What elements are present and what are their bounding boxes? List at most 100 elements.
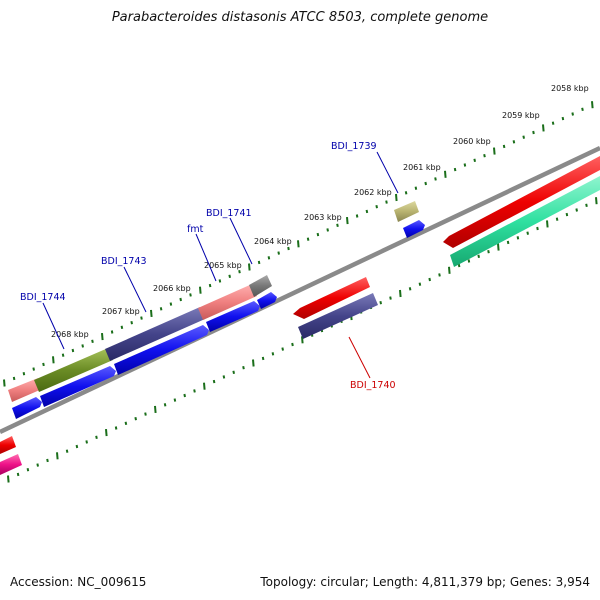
gene-arrow[interactable] bbox=[293, 277, 370, 319]
gene-arrow[interactable] bbox=[12, 397, 42, 419]
minor-tick bbox=[424, 181, 427, 186]
top-strand-genes bbox=[0, 201, 425, 475]
gene-label-bdi1743[interactable]: BDI_1743 bbox=[101, 256, 147, 267]
minor-tick bbox=[12, 376, 16, 381]
minor-tick bbox=[46, 458, 49, 463]
major-tick bbox=[346, 217, 349, 225]
gene-arrow[interactable] bbox=[298, 293, 378, 339]
minor-tick bbox=[453, 167, 457, 172]
gene-arrow[interactable] bbox=[450, 176, 600, 267]
leader-line bbox=[376, 151, 399, 194]
kbp-label: 2068 kbp bbox=[51, 330, 89, 339]
minor-tick bbox=[212, 379, 216, 384]
minor-tick bbox=[124, 421, 128, 425]
minor-tick bbox=[144, 412, 147, 416]
minor-tick bbox=[95, 435, 98, 439]
minor-tick bbox=[306, 237, 310, 241]
minor-tick bbox=[428, 277, 431, 282]
minor-tick bbox=[120, 325, 124, 329]
gene-label-bdi1744[interactable]: BDI_1744 bbox=[20, 292, 66, 303]
kbp-label: 2059 kbp bbox=[502, 111, 540, 120]
gene-arrow[interactable] bbox=[114, 325, 209, 375]
gene-arrow[interactable] bbox=[249, 275, 272, 297]
major-tick bbox=[595, 197, 598, 205]
major-tick bbox=[7, 475, 10, 483]
minor-tick bbox=[326, 228, 329, 232]
major-tick bbox=[493, 147, 496, 155]
gene-arrow[interactable] bbox=[0, 454, 22, 475]
major-tick bbox=[395, 193, 398, 202]
gene-label-fmt[interactable]: fmt bbox=[187, 224, 204, 235]
minor-tick bbox=[581, 107, 584, 111]
minor-tick bbox=[467, 259, 471, 263]
minor-tick bbox=[222, 375, 226, 379]
minor-tick bbox=[365, 209, 369, 214]
accession-text: Accession: NC_009615 bbox=[10, 575, 147, 589]
minor-tick bbox=[130, 321, 133, 325]
minor-tick bbox=[257, 260, 261, 265]
minor-tick bbox=[228, 274, 231, 278]
major-tick bbox=[52, 356, 55, 364]
gene-arrow[interactable] bbox=[34, 348, 113, 392]
minor-tick bbox=[575, 208, 578, 212]
leader-line bbox=[123, 266, 147, 313]
major-tick bbox=[199, 286, 202, 294]
minor-tick bbox=[512, 140, 516, 144]
gene-label-group: BDI_1739 BDI_1741 fmt BDI_1743 BDI_1744 … bbox=[20, 141, 396, 391]
gene-label-bdi1740[interactable]: BDI_1740 bbox=[350, 380, 396, 391]
minor-tick bbox=[487, 250, 490, 254]
gene-label-bdi1741[interactable]: BDI_1741 bbox=[206, 208, 252, 219]
gene-label-bdi1739[interactable]: BDI_1739 bbox=[331, 141, 377, 152]
minor-tick bbox=[463, 163, 467, 167]
minor-tick bbox=[134, 417, 137, 421]
gene-arrow[interactable] bbox=[443, 156, 600, 248]
gene-arrow[interactable] bbox=[105, 307, 205, 361]
minor-tick bbox=[502, 144, 506, 149]
minor-tick bbox=[91, 339, 94, 343]
minor-tick bbox=[551, 121, 555, 125]
kbp-label: 2060 kbp bbox=[453, 137, 491, 146]
minor-tick bbox=[404, 191, 408, 195]
minor-tick bbox=[189, 293, 192, 297]
leader-line bbox=[229, 217, 253, 265]
minor-tick bbox=[418, 282, 422, 286]
kbp-label: 2065 kbp bbox=[204, 261, 242, 270]
gene-arrow[interactable] bbox=[394, 201, 419, 222]
bottom-strand-genes bbox=[293, 156, 600, 339]
minor-tick bbox=[526, 231, 529, 235]
minor-tick bbox=[571, 112, 574, 116]
gene-arrow[interactable] bbox=[206, 301, 260, 332]
major-tick bbox=[56, 452, 59, 460]
minor-tick bbox=[85, 440, 88, 444]
gene-arrow[interactable] bbox=[40, 366, 116, 407]
minor-tick bbox=[291, 342, 294, 347]
minor-tick bbox=[110, 330, 114, 334]
major-tick bbox=[248, 263, 251, 271]
minor-tick bbox=[375, 205, 378, 209]
major-tick bbox=[154, 405, 157, 413]
gene-arrow[interactable] bbox=[0, 436, 16, 454]
major-tick bbox=[497, 243, 500, 251]
minor-tick bbox=[536, 226, 539, 231]
kbp-label: 2061 kbp bbox=[403, 163, 441, 172]
minor-tick bbox=[193, 389, 196, 393]
minor-tick bbox=[114, 426, 118, 430]
gene-arrow[interactable] bbox=[198, 284, 257, 320]
minor-tick bbox=[483, 154, 486, 158]
gene-arrow[interactable] bbox=[8, 378, 42, 402]
minor-tick bbox=[36, 463, 39, 467]
map-title: Parabacteroides distasonis ATCC 8503, co… bbox=[111, 10, 489, 25]
minor-tick bbox=[389, 296, 392, 300]
minor-tick bbox=[179, 297, 182, 302]
minor-tick bbox=[477, 254, 480, 258]
minor-tick bbox=[277, 251, 280, 255]
major-tick bbox=[101, 333, 104, 341]
minor-tick bbox=[242, 366, 245, 370]
gene-arrow[interactable] bbox=[257, 292, 277, 309]
gene-arrow[interactable] bbox=[403, 220, 425, 238]
minor-tick bbox=[434, 177, 437, 181]
kbp-label: 2066 kbp bbox=[153, 284, 191, 293]
minor-tick bbox=[438, 273, 441, 277]
